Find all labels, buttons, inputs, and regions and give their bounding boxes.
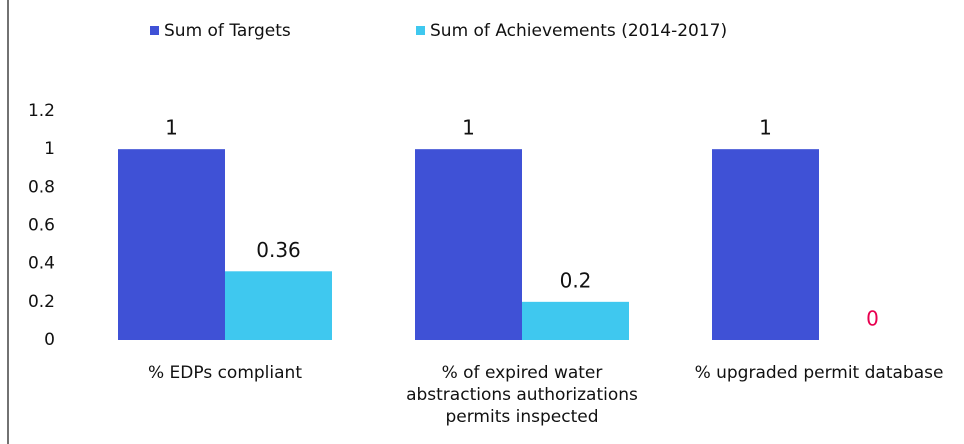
x-tick-label: % of expired water abstractions authoriz… (406, 363, 638, 427)
y-tick-label: 1.2 (28, 101, 55, 121)
legend-swatch (150, 26, 159, 35)
x-tick-label: % upgraded permit database (694, 363, 944, 383)
data-label: 0.2 (560, 268, 592, 292)
bar (415, 149, 522, 340)
y-tick-label: 1 (44, 139, 55, 159)
data-label: 1 (165, 116, 178, 140)
x-tick-label: % EDPs compliant (147, 363, 302, 383)
y-tick-label: 0.4 (28, 254, 55, 274)
legend-label: Sum of Targets (164, 21, 291, 41)
bar (225, 271, 332, 340)
bar (118, 149, 225, 340)
data-label: 0.36 (256, 238, 301, 262)
y-tick-label: 0.2 (28, 292, 55, 312)
bar (522, 301, 629, 340)
y-tick-label: 0.6 (28, 216, 55, 236)
y-tick-label: 0 (44, 330, 55, 350)
data-label: 0 (866, 307, 879, 331)
data-label: 1 (759, 116, 772, 140)
y-tick-label: 0.8 (28, 177, 55, 197)
legend-swatch (416, 26, 425, 35)
data-label: 1 (462, 116, 475, 140)
bar (712, 149, 819, 340)
legend-label: Sum of Achievements (2014-2017) (430, 21, 727, 41)
